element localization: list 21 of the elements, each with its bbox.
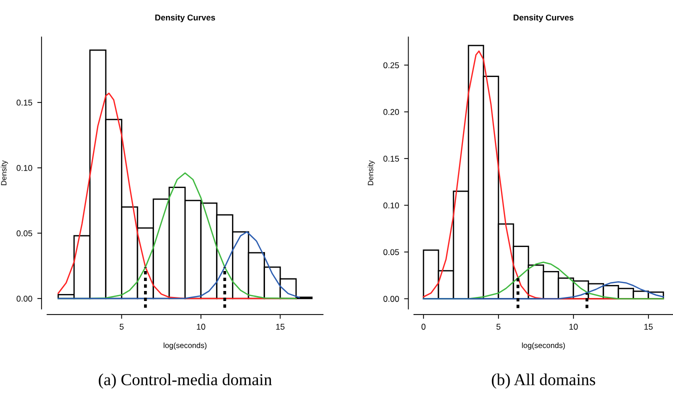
- y-tick-label: 0.05: [16, 230, 32, 236]
- x-tick-label: 15: [276, 324, 285, 330]
- y-tick-label: 0.20: [383, 109, 399, 115]
- x-tick-label: 15: [644, 324, 653, 330]
- y-tick-label: 0.05: [383, 249, 399, 256]
- text: (a) Control-media domain: [98, 374, 272, 389]
- chart-title: Density Curves: [155, 14, 216, 22]
- y-tick-label: 0.10: [16, 165, 32, 171]
- y-tick-label: 0.00: [383, 296, 399, 302]
- x-tick-label: 10: [196, 324, 206, 330]
- text: (b) All domains: [492, 374, 596, 389]
- x-tick-label: 0: [422, 324, 426, 330]
- x-tick-label: 10: [569, 324, 578, 330]
- y-tick-label: 0.15: [16, 100, 32, 106]
- y-tick-label: 0.15: [383, 156, 399, 162]
- y-tick-label: 0.00: [16, 296, 32, 302]
- y-tick-label: 0.25: [383, 62, 399, 68]
- x-tick-label: 5: [496, 324, 500, 330]
- y-tick-label: 0.10: [383, 202, 399, 208]
- chart-title: Density Curves: [514, 14, 574, 22]
- x-tick-label: 5: [120, 324, 124, 330]
